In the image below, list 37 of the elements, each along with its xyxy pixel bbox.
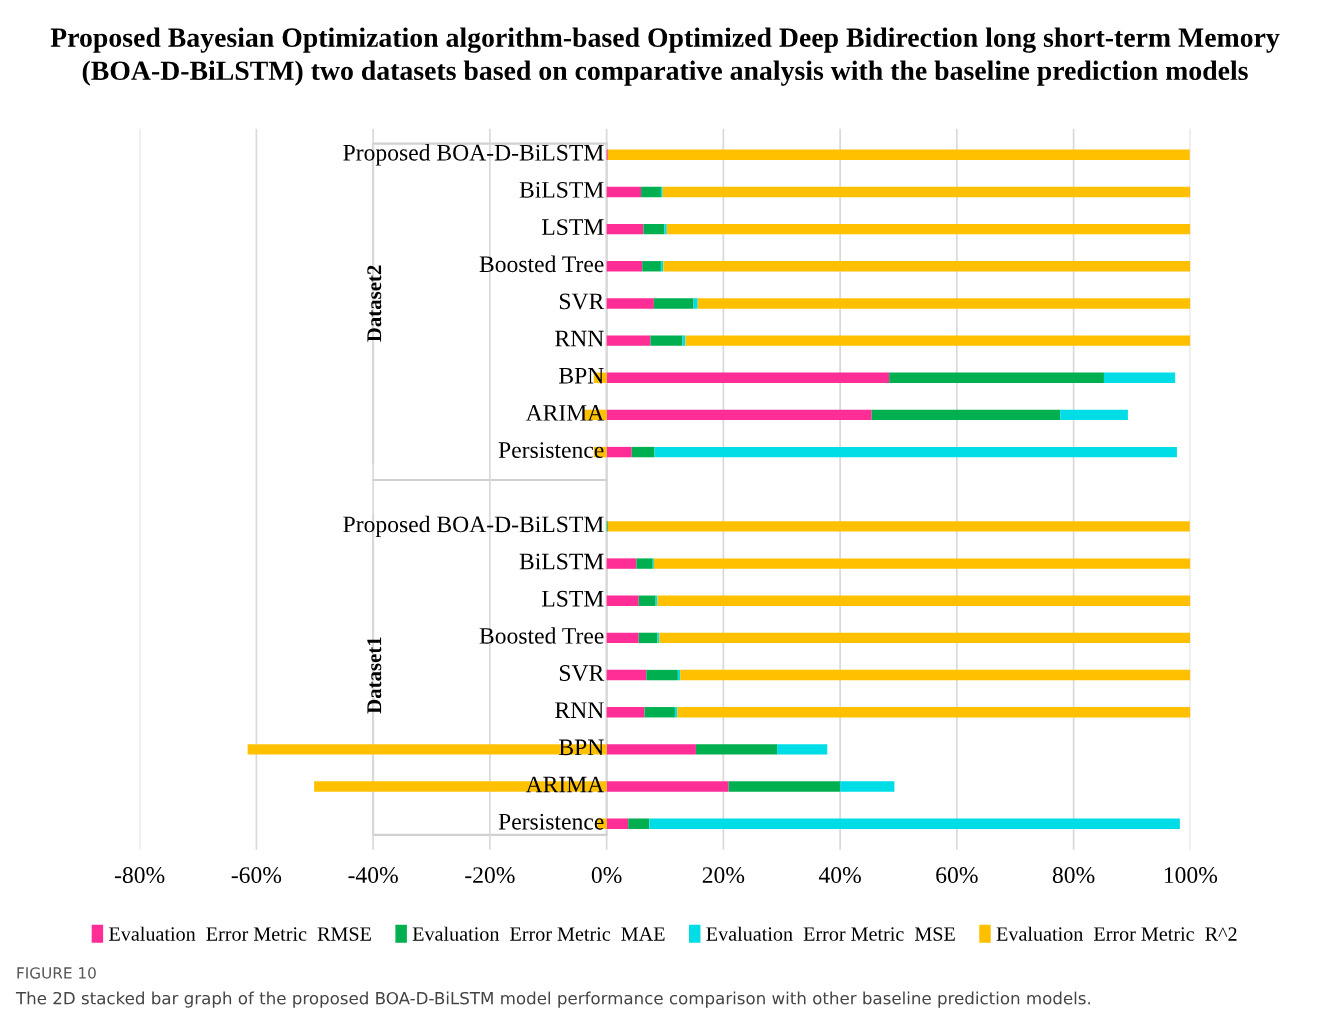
annotation: Dataset2 [367,265,382,342]
y-tick-label: Proposed BOA-D-BiLSTM [343,515,604,538]
text: The 2D stacked bar graph of the proposed BOA-D-BiLSTM model performance comparison with other baseline prediction models. [15,991,1090,1008]
y-tick-label: SVR [559,665,605,682]
y-tick-label: SVR [559,293,605,310]
y-tick-label: ARIMA [525,405,605,421]
y-tick-label: RNN [555,702,604,718]
y-tick-label: BPN [559,367,604,384]
x-tick-label: 40% [818,867,861,884]
y-tick-label: Persistence [498,442,604,458]
y-tick-label: LSTM [542,219,604,236]
x-tick-label: 80% [1052,867,1095,884]
y-tick-label: Proposed BOA-D-BiLSTM [343,144,604,166]
y-tick-label: BiLSTM [519,553,604,570]
y-tick-label: BPN [559,739,604,756]
x-tick-label: -40% [348,867,398,884]
annotation: Dataset1 [367,637,382,714]
y-tick-label: Boosted Tree [479,255,604,273]
caption: FIGURE 10 [17,967,96,979]
y-tick-label: Boosted Tree [479,627,604,644]
x-tick-label: 60% [936,867,978,884]
x-tick-label: -80% [114,867,165,884]
legend-label: Evaluation Error Metric MAE [412,926,665,941]
x-tick-label: -20% [465,867,515,884]
legend-label: Evaluation Error Metric MSE [706,926,955,941]
y-tick-label: LSTM [542,590,604,607]
legend-label: Evaluation Error Metric RMSE [109,926,371,941]
y-tick-label: ARIMA [525,776,605,793]
y-tick-label: RNN [555,330,604,347]
legend-label: Evaluation Error Metric R^2 [996,926,1237,941]
x-tick-label: -60% [231,867,282,884]
y-tick-label: Persistence [498,813,604,830]
x-tick-label: 0% [591,867,622,884]
y-tick-label: BiLSTM [519,181,604,198]
x-tick-label: 100% [1164,867,1218,884]
chart-title: Proposed Bayesian Optimization algorithm-based Optimized Deep Bidirection long short-term Memory (BOA-D-BiLSTM) two datasets based on comparative analysis with the baseline prediction models [50,27,1280,86]
x-tick-label: 20% [702,867,745,884]
